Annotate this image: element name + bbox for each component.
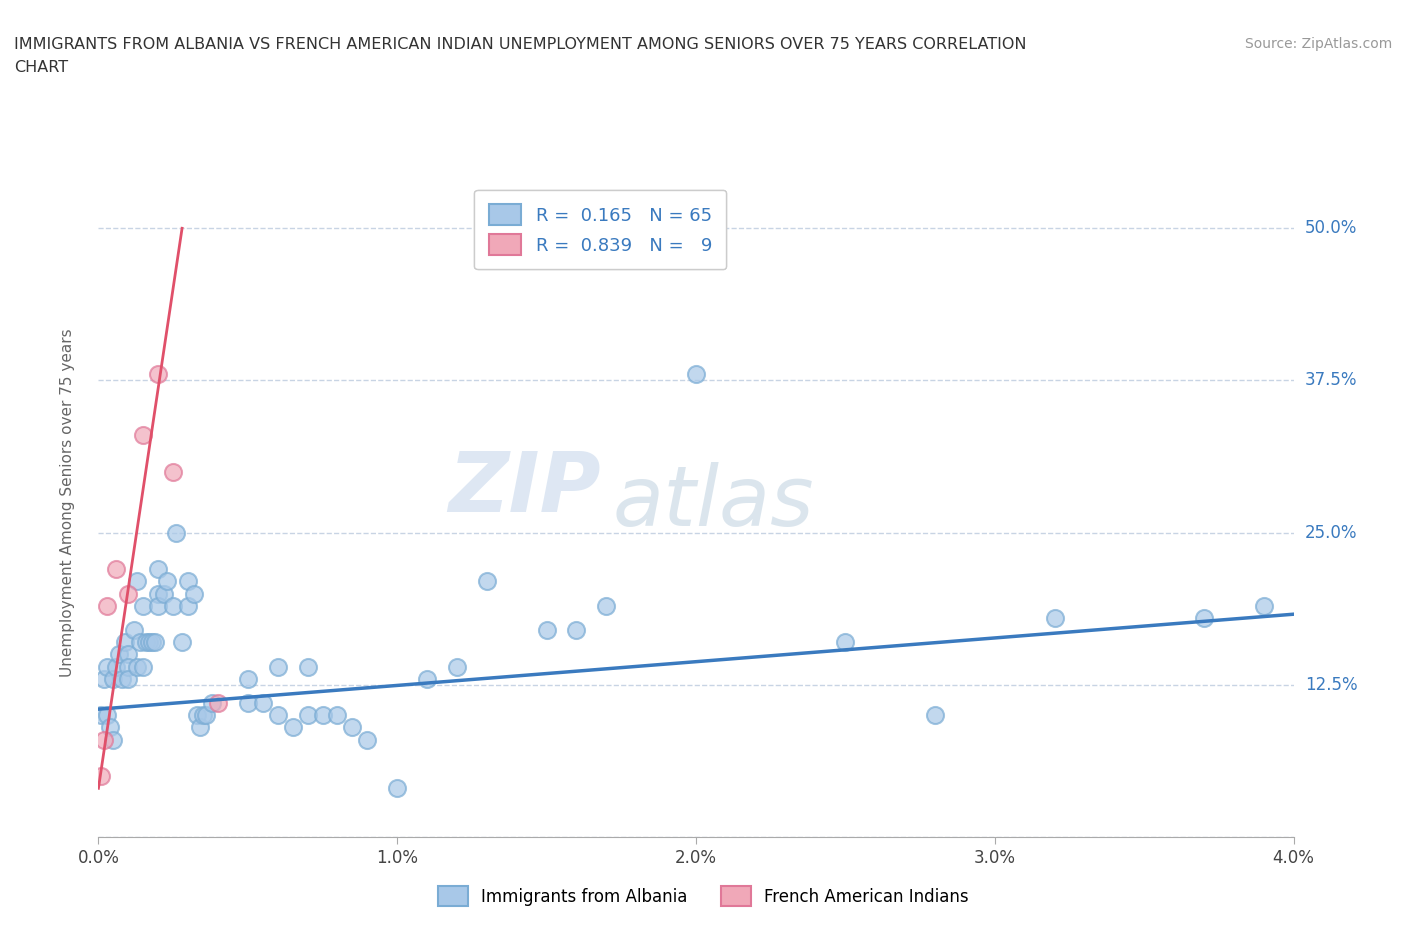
Point xyxy=(96,659,118,674)
Point xyxy=(162,598,184,613)
Text: ZIP: ZIP xyxy=(447,448,600,529)
Point xyxy=(93,671,115,686)
Point xyxy=(105,562,128,577)
Point xyxy=(98,720,122,735)
Point xyxy=(141,635,163,650)
Point xyxy=(148,562,170,577)
Point xyxy=(311,708,333,723)
Point xyxy=(924,708,946,723)
Point xyxy=(834,635,856,650)
Point xyxy=(96,708,118,723)
Point xyxy=(114,635,136,650)
Point xyxy=(267,708,290,723)
Point xyxy=(186,708,208,723)
Point xyxy=(105,659,128,674)
Point xyxy=(536,622,558,637)
Point xyxy=(385,781,409,796)
Text: 12.5%: 12.5% xyxy=(1305,676,1357,694)
Point xyxy=(132,598,155,613)
Point xyxy=(127,574,149,589)
Point xyxy=(1192,610,1215,625)
Point xyxy=(135,635,157,650)
Text: 37.5%: 37.5% xyxy=(1305,371,1357,390)
Point xyxy=(188,720,211,735)
Point xyxy=(96,598,118,613)
Legend: Immigrants from Albania, French American Indians: Immigrants from Albania, French American… xyxy=(430,880,976,912)
Text: Source: ZipAtlas.com: Source: ZipAtlas.com xyxy=(1244,37,1392,51)
Point xyxy=(129,635,152,650)
Point xyxy=(236,671,259,686)
Point xyxy=(117,586,139,601)
Point xyxy=(132,428,155,443)
Point xyxy=(177,598,200,613)
Legend: R =  0.165   N = 65, R =  0.839   N =   9: R = 0.165 N = 65, R = 0.839 N = 9 xyxy=(474,190,727,270)
Text: 50.0%: 50.0% xyxy=(1305,219,1357,237)
Point xyxy=(416,671,439,686)
Point xyxy=(93,732,115,747)
Point xyxy=(148,586,170,601)
Point xyxy=(1253,598,1275,613)
Text: CHART: CHART xyxy=(14,60,67,75)
Point xyxy=(103,671,125,686)
Point xyxy=(153,586,176,601)
Point xyxy=(297,708,319,723)
Point xyxy=(236,696,259,711)
Point xyxy=(108,647,131,662)
Point xyxy=(685,367,707,382)
Point xyxy=(297,659,319,674)
Point xyxy=(156,574,179,589)
Point xyxy=(191,708,214,723)
Point xyxy=(165,525,187,540)
Point xyxy=(90,769,112,784)
Point xyxy=(201,696,224,711)
Point xyxy=(1043,610,1066,625)
Point xyxy=(162,464,184,479)
Point xyxy=(194,708,217,723)
Point xyxy=(117,659,139,674)
Point xyxy=(252,696,274,711)
Point xyxy=(138,635,160,650)
Point xyxy=(111,671,134,686)
Text: atlas: atlas xyxy=(612,461,814,543)
Point xyxy=(565,622,588,637)
Text: 25.0%: 25.0% xyxy=(1305,524,1357,541)
Point xyxy=(103,732,125,747)
Point xyxy=(595,598,617,613)
Point xyxy=(326,708,349,723)
Point xyxy=(177,574,200,589)
Point xyxy=(143,635,166,650)
Point xyxy=(90,708,112,723)
Point xyxy=(356,732,378,747)
Point xyxy=(475,574,498,589)
Point xyxy=(117,647,139,662)
Point xyxy=(117,671,139,686)
Text: IMMIGRANTS FROM ALBANIA VS FRENCH AMERICAN INDIAN UNEMPLOYMENT AMONG SENIORS OVE: IMMIGRANTS FROM ALBANIA VS FRENCH AMERIC… xyxy=(14,37,1026,52)
Point xyxy=(207,696,229,711)
Point xyxy=(132,659,155,674)
Y-axis label: Unemployment Among Seniors over 75 years: Unemployment Among Seniors over 75 years xyxy=(60,328,75,676)
Point xyxy=(148,598,170,613)
Point xyxy=(267,659,290,674)
Point xyxy=(127,659,149,674)
Point xyxy=(342,720,364,735)
Point xyxy=(148,367,170,382)
Point xyxy=(281,720,304,735)
Point xyxy=(172,635,194,650)
Point xyxy=(446,659,468,674)
Point xyxy=(183,586,205,601)
Point xyxy=(124,622,146,637)
